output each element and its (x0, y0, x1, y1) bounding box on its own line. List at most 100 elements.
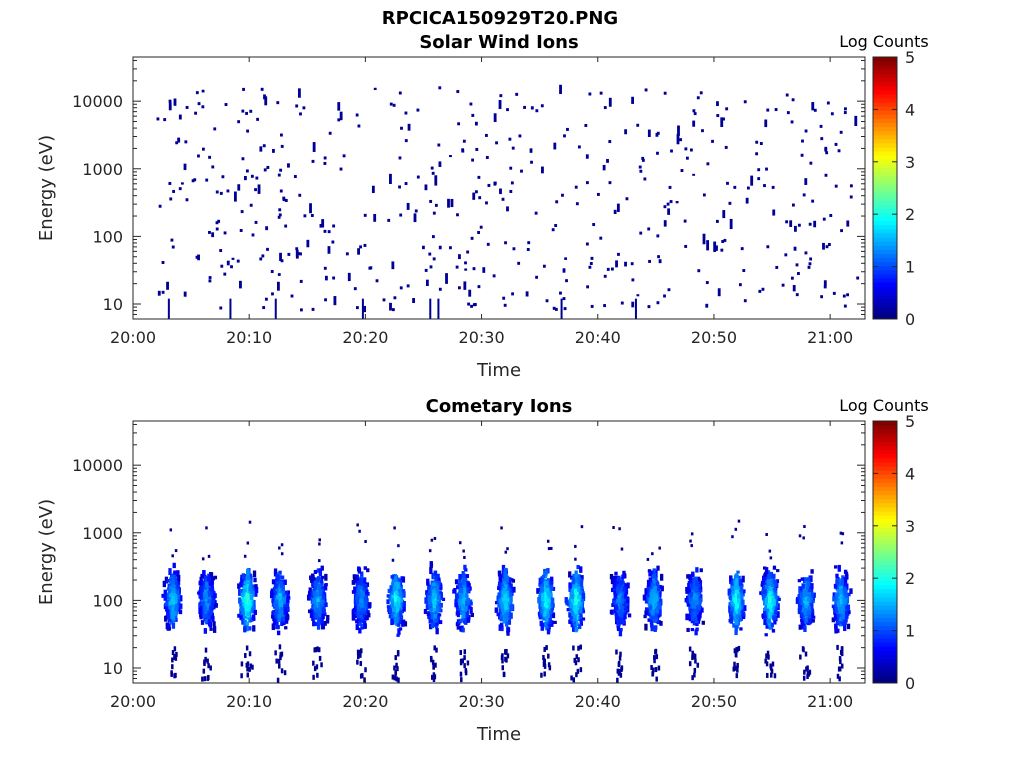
count-cell (568, 612, 572, 618)
count-cell (627, 613, 632, 618)
count-cell (720, 248, 724, 252)
count-cell (486, 242, 490, 246)
count-cell (689, 615, 693, 619)
y-tick-label: 100 (92, 227, 123, 246)
count-cell (461, 578, 466, 586)
count-cell (254, 220, 258, 224)
count-cell (324, 275, 328, 281)
count-cell (396, 600, 400, 608)
count-cell (206, 576, 211, 584)
count-cell (306, 594, 311, 601)
count-cell (693, 112, 697, 116)
count-cell (238, 589, 242, 596)
cometary-marks (161, 519, 853, 683)
count-cell (467, 302, 471, 306)
count-cell (194, 111, 198, 115)
count-cell (359, 652, 362, 658)
count-cell (742, 589, 746, 594)
count-cell (400, 589, 405, 593)
count-cell (445, 273, 448, 284)
count-cell (198, 607, 202, 614)
count-cell (353, 586, 357, 594)
count-cell (542, 654, 545, 660)
count-cell (547, 662, 551, 668)
count-cell (271, 614, 275, 619)
count-cell (458, 578, 462, 583)
count-cell (477, 231, 480, 235)
count-cell (243, 619, 247, 625)
count-cell (722, 117, 725, 121)
count-cell (539, 605, 543, 610)
count-cell (690, 544, 693, 548)
count-cell (277, 658, 281, 664)
count-cell (509, 612, 513, 618)
count-cell (248, 573, 253, 578)
count-cell (245, 645, 249, 651)
count-cell (254, 589, 258, 597)
count-cell (570, 594, 575, 600)
count-cell (843, 111, 847, 115)
count-cell (241, 157, 245, 161)
count-cell (470, 612, 474, 618)
count-cell (204, 656, 207, 662)
count-cell (630, 262, 634, 266)
count-cell (356, 659, 359, 665)
count-cell (432, 211, 436, 215)
count-cell (549, 580, 554, 585)
count-cell (505, 590, 509, 597)
count-cell (174, 606, 178, 612)
count-cell (695, 611, 699, 616)
count-cell (691, 616, 695, 621)
count-cell (237, 583, 241, 589)
count-cell (740, 247, 744, 251)
count-cell (700, 607, 704, 612)
count-cell (508, 577, 512, 584)
count-cell (173, 654, 176, 660)
count-cell (541, 166, 544, 174)
colorbar-segment (873, 179, 897, 185)
count-cell (244, 610, 249, 617)
count-cell (603, 304, 606, 308)
count-cell (363, 585, 367, 590)
colorbar-segment (873, 249, 897, 254)
count-cell (624, 590, 629, 595)
count-cell (647, 618, 651, 622)
count-cell (650, 574, 655, 581)
count-cell (793, 246, 797, 251)
count-cell (271, 599, 275, 603)
count-cell (358, 591, 362, 597)
count-cell (579, 606, 583, 614)
count-cell (359, 602, 363, 607)
count-cell (500, 526, 503, 530)
count-cell (395, 616, 399, 624)
count-cell (644, 599, 649, 604)
count-cell (846, 293, 850, 297)
count-cell (241, 574, 246, 580)
count-cell (161, 290, 165, 294)
count-cell (547, 653, 550, 659)
count-cell (247, 576, 251, 581)
count-cell (264, 297, 268, 301)
count-cell (501, 658, 504, 664)
count-cell (684, 244, 688, 248)
count-cell (283, 579, 287, 586)
count-cell (506, 631, 510, 636)
count-cell (651, 552, 654, 556)
count-cell (313, 569, 318, 575)
count-cell (207, 622, 212, 627)
count-cell (388, 614, 393, 619)
count-cell (364, 540, 367, 544)
count-cell (469, 607, 473, 614)
count-cell (658, 546, 661, 550)
count-cell (505, 612, 510, 616)
solar-wind-title: Solar Wind Ions (419, 32, 578, 53)
count-cell (614, 575, 618, 581)
count-cell (454, 579, 459, 585)
count-cell (211, 165, 215, 169)
count-cell (426, 612, 431, 616)
count-cell (211, 615, 215, 622)
count-cell (539, 615, 544, 620)
count-cell (276, 575, 280, 581)
count-cell (647, 569, 652, 573)
count-cell (686, 599, 690, 603)
